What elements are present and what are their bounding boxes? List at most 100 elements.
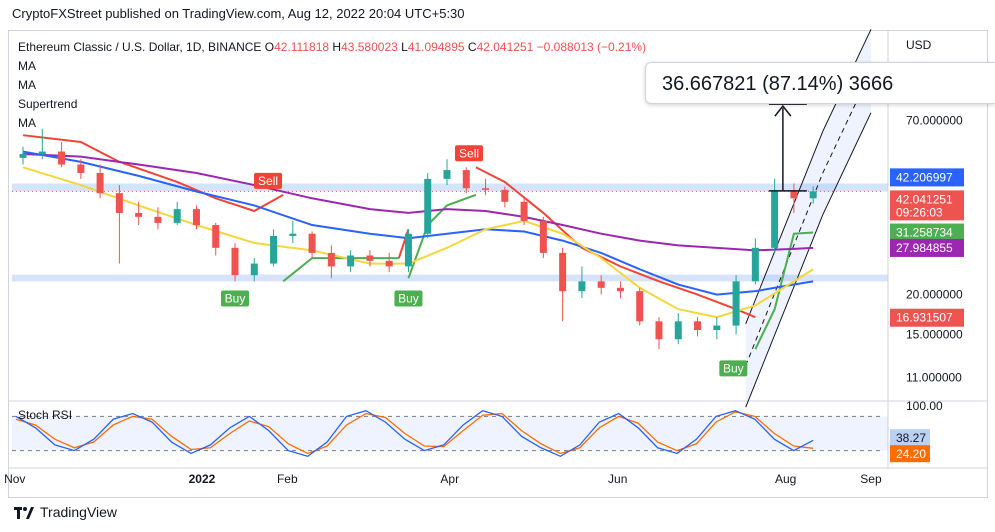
price-label-badge (890, 190, 964, 221)
price-label-value: 31.258734 (896, 226, 953, 240)
price-tick-label: 11.000000 (906, 371, 962, 385)
stoch-label-value: 24.20 (896, 447, 926, 461)
time-axis-label: Nov (4, 472, 25, 486)
time-axis-label: Jun (608, 472, 627, 486)
resistance-zone-1 (12, 274, 888, 282)
ma-purple-line (22, 153, 814, 252)
stoch-label-badge (890, 429, 930, 447)
candle (751, 238, 759, 285)
footer-brand-text: TradingView (40, 504, 118, 520)
chart-frame (8, 30, 988, 498)
candle-body (424, 178, 432, 234)
candle (347, 250, 355, 273)
candle (578, 266, 586, 299)
price-label-badge (890, 308, 964, 327)
candle-body (771, 191, 779, 248)
candle-body (173, 209, 181, 223)
candle-body (192, 209, 200, 226)
indicator-ma-1[interactable]: MA (18, 59, 36, 73)
supertrend-down-4 (475, 166, 756, 319)
indicator-ma-2[interactable]: MA (18, 78, 36, 92)
candle-body (578, 281, 586, 292)
close-label: C (467, 40, 477, 54)
candle (115, 185, 123, 264)
stoch-level-label: 100.00 (906, 399, 943, 413)
symbol-name: Ethereum Classic / U.S. Dollar, 1D, BINA… (18, 40, 262, 54)
price-label-badge (890, 238, 964, 257)
candle-body (19, 154, 27, 158)
candle (694, 317, 702, 337)
candle-body (674, 321, 682, 340)
candle (38, 128, 46, 160)
stoch-d-line (15, 411, 814, 455)
candle-body (732, 281, 740, 326)
signal-buy-text: Buy (225, 292, 246, 306)
price-label-countdown: 09:26:03 (896, 205, 943, 219)
indicator-ma-3[interactable]: MA (18, 116, 36, 130)
candle (96, 164, 104, 199)
channel-fill (745, 29, 871, 408)
candle-body (385, 260, 393, 267)
price-label-value: 42.206997 (896, 170, 953, 184)
signal-buy-text: Buy (723, 361, 744, 375)
candle (462, 167, 470, 194)
candle-body (289, 233, 297, 236)
signal-sell-text: Sell (459, 146, 479, 160)
open-label: O (264, 40, 275, 54)
open-value: 42.111818 (274, 40, 330, 54)
candle-body (96, 172, 104, 194)
candle-body (559, 252, 567, 292)
supertrend-down-0 (22, 134, 284, 213)
price-tick-label: 20.000000 (906, 288, 963, 302)
stoch-label-value: 38.27 (896, 431, 926, 445)
price-label-badge (890, 223, 964, 242)
candle (501, 186, 509, 208)
candle (58, 141, 66, 168)
candle-body (462, 170, 470, 189)
time-axis-label: Apr (440, 472, 459, 486)
candle (539, 216, 547, 259)
measure-callout-text: 36.667821 (87.14%) 3666 (662, 73, 894, 95)
candle-body (539, 220, 547, 253)
candle-body (347, 255, 355, 267)
supertrend-up-5 (754, 231, 814, 350)
candle (713, 317, 721, 340)
candle (404, 229, 412, 273)
indicator-supertrend[interactable]: Supertrend (18, 97, 78, 111)
candle (482, 178, 490, 195)
stoch-k-line (15, 409, 814, 458)
candle-body (713, 325, 721, 330)
candle (520, 198, 528, 226)
candle-body (212, 225, 220, 248)
candle-body (308, 233, 316, 253)
candle (655, 317, 663, 350)
candle (173, 201, 181, 226)
footer-brand[interactable]: TradingView (14, 504, 117, 520)
candle-body (154, 216, 162, 223)
candle (289, 220, 297, 243)
low-label: L (401, 40, 408, 54)
low-value: 41.094895 (407, 40, 465, 54)
resistance-zone-0 (12, 183, 888, 192)
signal-sell-text: Sell (258, 174, 278, 188)
tradingview-logo-icon (14, 506, 34, 519)
price-label-badge (890, 168, 964, 187)
time-axis-label: Sep (860, 472, 882, 486)
candle-body (404, 233, 412, 267)
candle-body (77, 164, 85, 173)
stoch-band-fill (12, 416, 888, 451)
price-tick-label: 70.000000 (906, 114, 963, 128)
candle-body (790, 191, 798, 199)
signal-sell-badge (254, 172, 283, 189)
candle (135, 201, 143, 226)
candle-body (520, 201, 528, 221)
candle (19, 146, 27, 165)
candle (212, 222, 220, 256)
candle-body (366, 255, 374, 261)
candle-body (809, 191, 817, 199)
candle (809, 186, 817, 204)
candle (597, 275, 605, 295)
signal-buy-badge (221, 290, 250, 307)
candle (674, 313, 682, 345)
